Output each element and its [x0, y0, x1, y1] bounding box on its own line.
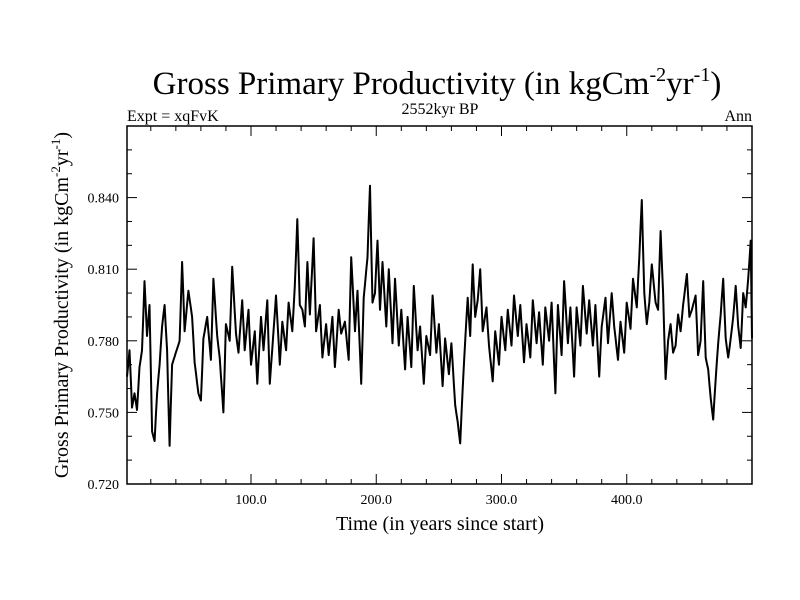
- y-axis-label: Gross Primary Productivity (in kgCm-2yr-…: [48, 132, 73, 478]
- x-tick-label: 300.0: [486, 493, 518, 508]
- chart-title: Gross Primary Productivity (in kgCm-2yr-…: [153, 64, 722, 102]
- y-tick-label: 0.750: [88, 406, 120, 421]
- chart-title-sup1: -2: [649, 64, 666, 86]
- experiment-label: Expt = xqFvK: [127, 108, 219, 125]
- chart-title-end: ): [710, 66, 721, 102]
- y-axis-label-end: ): [51, 132, 73, 139]
- y-axis-label-sup1: -2: [48, 166, 63, 177]
- x-axis-label: Time (in years since start): [336, 513, 544, 535]
- plot-frame: [126, 125, 753, 485]
- gpp-series-line: [126, 184, 753, 447]
- y-tick-label: 0.840: [88, 192, 120, 207]
- x-tick-label: 100.0: [235, 493, 267, 508]
- axis-ticks: [127, 126, 752, 484]
- y-tick-label: 0.720: [88, 478, 120, 493]
- y-tick-label: 0.780: [88, 335, 120, 350]
- y-axis-label-sup2: -1: [48, 139, 63, 150]
- axis-tick-labels: 100.0 200.0 300.0 400.0 0.720 0.750 0.780 0.810…: [88, 192, 643, 508]
- y-tick-label: 0.810: [88, 263, 120, 278]
- chart-title-sup2: -1: [694, 64, 711, 86]
- chart-title-main: Gross Primary Productivity (in kgCm: [153, 66, 650, 102]
- period-label: 2552kyr BP: [402, 101, 479, 118]
- chart-title-mid: yr: [666, 66, 694, 102]
- x-tick-label: 200.0: [360, 493, 392, 508]
- season-label: Ann: [724, 108, 752, 125]
- x-tick-label: 400.0: [611, 493, 643, 508]
- y-axis-label-main: Gross Primary Productivity (in kgCm: [51, 177, 73, 479]
- y-axis-label-mid: yr: [51, 149, 73, 166]
